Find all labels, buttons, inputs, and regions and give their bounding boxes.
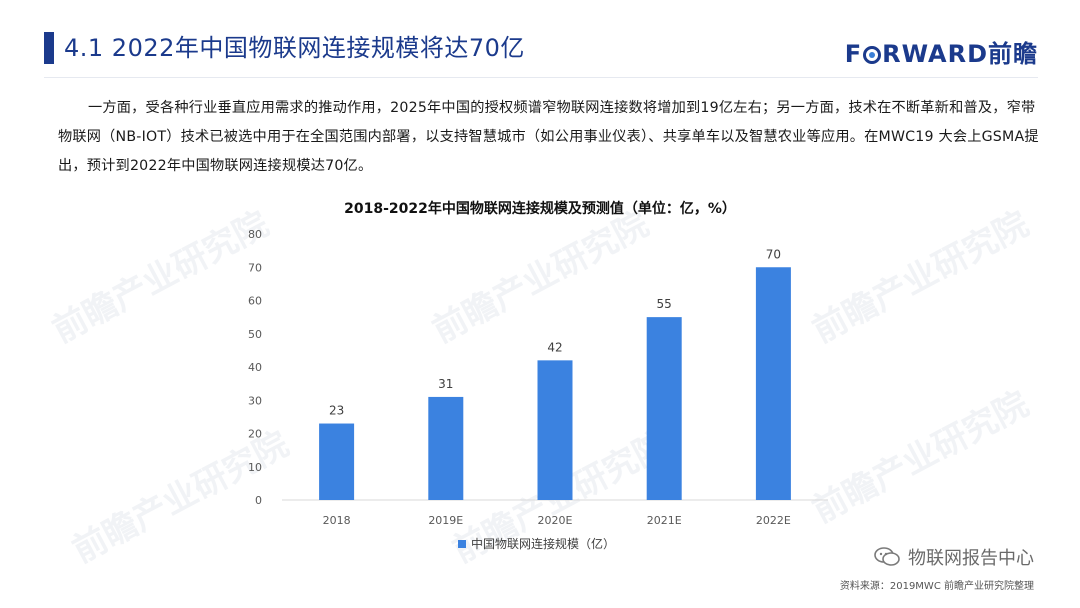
logo-text-start: F	[844, 40, 863, 68]
bar	[755, 267, 791, 500]
body-paragraph: 一方面，受各种行业垂直应用需求的推动作用，2025年中国的授权频谱窄物联网连接数…	[58, 100, 1039, 174]
y-tick-label: 80	[248, 228, 262, 241]
y-tick-label: 30	[248, 394, 262, 407]
data-label: 31	[438, 377, 453, 391]
y-tick-label: 50	[248, 328, 262, 341]
wechat-icon	[874, 547, 900, 567]
data-label: 70	[766, 247, 781, 261]
x-tick-label: 2020E	[538, 514, 573, 527]
page-title: 4.1 2022年中国物联网连接规模将达70亿	[64, 34, 525, 62]
title-accent-bar	[44, 32, 54, 64]
brand-logo: F RWARD前瞻	[845, 34, 1038, 69]
y-tick-label: 10	[248, 461, 262, 474]
data-label: 42	[547, 340, 562, 354]
y-tick-label: 0	[255, 494, 262, 507]
y-tick-label: 20	[248, 428, 262, 441]
x-tick-label: 2019E	[428, 514, 463, 527]
bar	[537, 360, 573, 500]
wechat-label: 物联网报告中心	[908, 548, 1034, 569]
title-divider	[44, 77, 1038, 78]
x-tick-label: 2018	[323, 514, 351, 527]
x-tick-label: 2022E	[756, 514, 791, 527]
y-tick-label: 70	[248, 261, 262, 274]
bar	[646, 317, 682, 500]
y-tick-label: 60	[248, 295, 262, 308]
x-tick-label: 2021E	[647, 514, 682, 527]
bar	[428, 396, 464, 500]
data-label: 23	[329, 404, 344, 418]
bar	[319, 423, 355, 500]
y-tick-label: 40	[248, 361, 262, 374]
source-note: 资料来源：2019MWC 前瞻产业研究院整理	[839, 581, 1034, 592]
legend-swatch	[458, 540, 466, 548]
legend-label: 中国物联网连接规模（亿）	[471, 536, 615, 551]
wechat-account: 物联网报告中心	[874, 544, 1034, 570]
chart-title: 2018-2022年中国物联网连接规模及预测值（单位：亿，%）	[344, 201, 736, 217]
data-label: 55	[657, 297, 672, 311]
logo-text-end: RWARD前瞻	[882, 40, 1038, 68]
logo-ring-icon	[863, 46, 882, 64]
